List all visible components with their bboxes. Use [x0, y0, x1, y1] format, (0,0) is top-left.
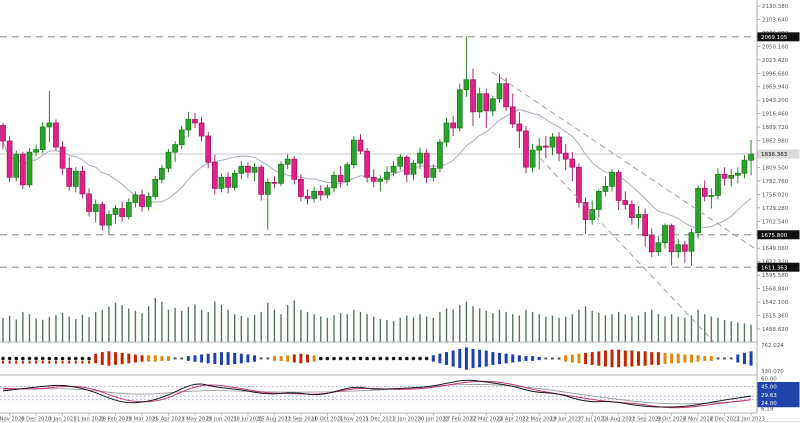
price-axis[interactable]: 2130.3802103.6402076.9002050.1602023.420…: [757, 4, 789, 413]
svg-text:2023.420: 2023.420: [762, 58, 789, 64]
svg-text:60.00: 60.00: [761, 377, 777, 383]
svg-text:1595.580: 1595.580: [762, 273, 789, 279]
svg-text:1675.800: 1675.800: [761, 233, 788, 239]
svg-text:1782.760: 1782.760: [762, 179, 789, 185]
svg-text:1916.460: 1916.460: [762, 112, 789, 118]
svg-text:6 Dec 2020: 6 Dec 2020: [21, 417, 51, 423]
svg-text:6 Nov 2022: 6 Nov 2022: [683, 417, 713, 423]
svg-text:1702.540: 1702.540: [762, 219, 789, 225]
svg-text:14 Aug 2022: 14 Aug 2022: [602, 417, 635, 423]
svg-text:30 Jan 2022: 30 Jan 2022: [418, 417, 449, 423]
svg-text:1622.320: 1622.320: [762, 260, 789, 266]
svg-text:22 May 2022: 22 May 2022: [522, 417, 556, 423]
svg-text:330.070: 330.070: [761, 369, 784, 375]
price-level-lines: [0, 36, 757, 268]
svg-text:1809.500: 1809.500: [762, 165, 789, 171]
svg-text:17 Jul 2022: 17 Jul 2022: [577, 417, 606, 423]
price-level-box: [757, 32, 800, 42]
svg-text:31 Jan 2021: 31 Jan 2021: [74, 417, 105, 423]
oscillator-layer: [0, 379, 757, 409]
svg-text:12 Sep 2021: 12 Sep 2021: [284, 417, 317, 423]
ma-line: [2, 108, 752, 229]
oscillator-level-box: [757, 381, 800, 391]
svg-text:23 May 2021: 23 May 2021: [178, 417, 212, 423]
svg-text:28 Mar 2021: 28 Mar 2021: [126, 417, 159, 423]
price-level-box: [757, 230, 800, 240]
svg-text:8 Nov 2020: 8 Nov 2020: [0, 417, 25, 423]
svg-text:1943.200: 1943.200: [762, 98, 789, 104]
svg-text:3 Jan 2021: 3 Jan 2021: [49, 417, 77, 423]
oscillator-level-box: [757, 390, 800, 400]
svg-text:4 Dec 2022: 4 Dec 2022: [710, 417, 740, 423]
svg-text:25 Apr 2021: 25 Apr 2021: [152, 417, 184, 423]
svg-text:1889.720: 1889.720: [762, 125, 789, 131]
svg-text:2050.160: 2050.160: [762, 44, 789, 50]
svg-text:29.63: 29.63: [761, 393, 777, 399]
volume-layer: [2, 298, 752, 342]
trend-marker-layer: [1, 347, 753, 370]
candles-layer: [0, 36, 754, 266]
svg-text:1542.100: 1542.100: [762, 300, 789, 306]
svg-text:5 Dec 2021: 5 Dec 2021: [365, 417, 395, 423]
svg-text:9 Oct 2022: 9 Oct 2022: [657, 417, 686, 423]
svg-text:6.19: 6.19: [761, 407, 774, 413]
svg-text:11 Sep 2022: 11 Sep 2022: [629, 417, 662, 423]
svg-text:24 Apr 2022: 24 Apr 2022: [497, 417, 529, 423]
axis-value-boxes: 2069.105 1675.800 1611.363 1836.363 45.00 29.…: [757, 32, 800, 408]
svg-text:1568.840: 1568.840: [762, 287, 789, 293]
svg-text:18 Jul 2021: 18 Jul 2021: [233, 417, 262, 423]
svg-text:20 Jun 2021: 20 Jun 2021: [206, 417, 237, 423]
svg-text:24.00: 24.00: [761, 401, 777, 407]
oscillator-level-box: [757, 398, 800, 408]
svg-text:2069.105: 2069.105: [761, 35, 788, 41]
svg-text:7 Nov 2021: 7 Nov 2021: [339, 417, 369, 423]
current-price-box: [757, 149, 800, 159]
svg-text:1611.363: 1611.363: [761, 265, 788, 271]
svg-text:2103.640: 2103.640: [762, 17, 789, 23]
svg-text:1 Jan 2023: 1 Jan 2023: [737, 417, 765, 423]
svg-text:762.024: 762.024: [761, 343, 784, 349]
svg-text:45.00: 45.00: [761, 385, 777, 391]
svg-text:1969.940: 1969.940: [762, 85, 789, 91]
svg-text:28 Feb 2021: 28 Feb 2021: [99, 417, 131, 423]
svg-text:1836.363: 1836.363: [761, 152, 788, 158]
svg-text:2 Jan 2022: 2 Jan 2022: [393, 417, 421, 423]
svg-text:10 Oct 2021: 10 Oct 2021: [311, 417, 343, 423]
svg-text:1729.280: 1729.280: [762, 206, 789, 212]
svg-text:15 Aug 2021: 15 Aug 2021: [258, 417, 291, 423]
svg-text:1756.020: 1756.020: [762, 192, 789, 198]
svg-text:1649.060: 1649.060: [762, 246, 789, 252]
svg-text:27 Mar 2022: 27 Mar 2022: [470, 417, 503, 423]
svg-text:1515.360: 1515.360: [762, 314, 789, 320]
svg-text:1862.980: 1862.980: [762, 139, 789, 145]
trendlines: [491, 71, 758, 343]
svg-text:2130.380: 2130.380: [762, 4, 789, 10]
svg-text:1996.680: 1996.680: [762, 71, 789, 77]
svg-text:1488.620: 1488.620: [762, 327, 789, 333]
svg-text:27 Feb 2022: 27 Feb 2022: [444, 417, 476, 423]
price-level-box: [757, 262, 800, 272]
svg-text:19 Jun 2022: 19 Jun 2022: [550, 417, 581, 423]
